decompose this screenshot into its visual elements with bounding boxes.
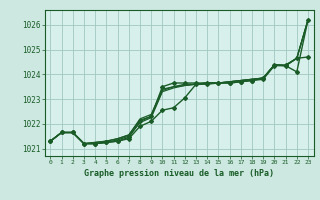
X-axis label: Graphe pression niveau de la mer (hPa): Graphe pression niveau de la mer (hPa): [84, 169, 274, 178]
